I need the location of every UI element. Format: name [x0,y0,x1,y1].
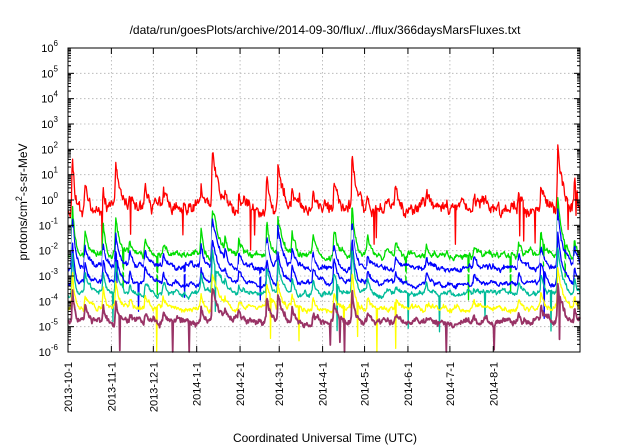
y-tick-label: 10-4 [39,292,59,308]
x-tick-label: 2014-5-1 [360,362,372,406]
y-tick-base: 10 [39,271,51,283]
y-tick-exponent: 3 [54,115,59,124]
y-tick-base: 10 [41,68,53,80]
x-tick-label: 2014-3-1 [274,362,286,406]
x-tick-label: 2014-6-1 [403,362,415,406]
x-tick-label: 2013-12-1 [148,362,160,412]
x-tick-label: 2014-1-1 [192,362,204,406]
series-layer [67,144,581,353]
y-tick-exponent: 1 [54,166,59,175]
x-tick-label: 2014-2-1 [235,362,247,406]
y-tick-exponent: -1 [51,216,59,225]
y-tick-exponent: -3 [51,267,59,276]
y-tick-label: 10-1 [39,216,59,232]
y-tick-label: 103 [41,115,58,131]
x-tick-label: 2013-11-1 [106,362,118,411]
y-tick-base: 10 [39,347,51,359]
y-tick-exponent: 2 [54,140,59,149]
y-tick-label: 10-5 [39,318,59,334]
x-tick-label: 2014-8-1 [488,362,500,406]
y-tick-exponent: 6 [54,39,59,48]
y-tick-label: 100 [41,191,58,207]
y-tick-base: 10 [39,322,51,334]
y-tick-exponent: 5 [54,64,59,73]
y-axis-label-sup: 2 [14,196,24,201]
y-tick-label: 10-3 [39,267,59,283]
series-line-channel-6 [67,247,581,333]
series-line-channel-1 [67,144,581,251]
x-tick-label: 2013-10-1 [63,362,75,412]
y-tick-exponent: 0 [54,191,59,200]
y-tick-label: 10-6 [39,343,59,359]
y-axis: 10-610-510-410-310-210-11001011021031041… [39,39,580,359]
y-tick-base: 10 [41,195,53,207]
y-tick-base: 10 [41,144,53,156]
y-axis-label-main: protons/cm [16,201,30,260]
y-tick-exponent: -5 [51,318,59,327]
y-tick-label: 105 [41,64,58,80]
series-line-channel-5 [67,231,581,320]
y-tick-label: 102 [41,140,58,156]
y-tick-base: 10 [41,94,53,106]
y-tick-base: 10 [39,246,51,258]
series-line-channel-3 [67,208,581,301]
series-line-channel-8 [67,282,581,353]
y-tick-base: 10 [39,220,51,232]
y-tick-base: 10 [41,43,53,55]
chart-title: /data/run/goesPlots/archive/2014-09-30/f… [130,23,522,37]
x-axis: 2013-10-1 2013-11-1 2013-12-1 2014-1-1 2014-… [63,48,500,412]
x-tick-label: 2014-7-1 [445,362,457,406]
y-tick-label: 10-2 [39,242,59,258]
y-axis-label: protons/cm2-s-sr-MeV [14,143,30,260]
series-line-channel-7 [67,267,581,353]
y-tick-label: 101 [41,166,58,182]
y-tick-label: 104 [41,90,58,106]
x-tick-label: 2014-4-1 [318,362,330,406]
series-line-channel-2 [67,197,581,301]
series-line-channel-4 [67,220,581,318]
y-tick-exponent: 4 [54,90,59,99]
y-tick-exponent: -2 [51,242,59,251]
x-axis-label: Coordinated Universal Time (UTC) [233,431,417,445]
y-tick-label: 106 [41,39,58,55]
y-tick-exponent: -4 [51,292,59,301]
y-tick-base: 10 [41,170,53,182]
y-tick-base: 10 [39,296,51,308]
y-tick-base: 10 [41,119,53,131]
y-axis-label-rest: -s-sr-MeV [16,143,30,196]
y-tick-exponent: -6 [51,343,59,352]
